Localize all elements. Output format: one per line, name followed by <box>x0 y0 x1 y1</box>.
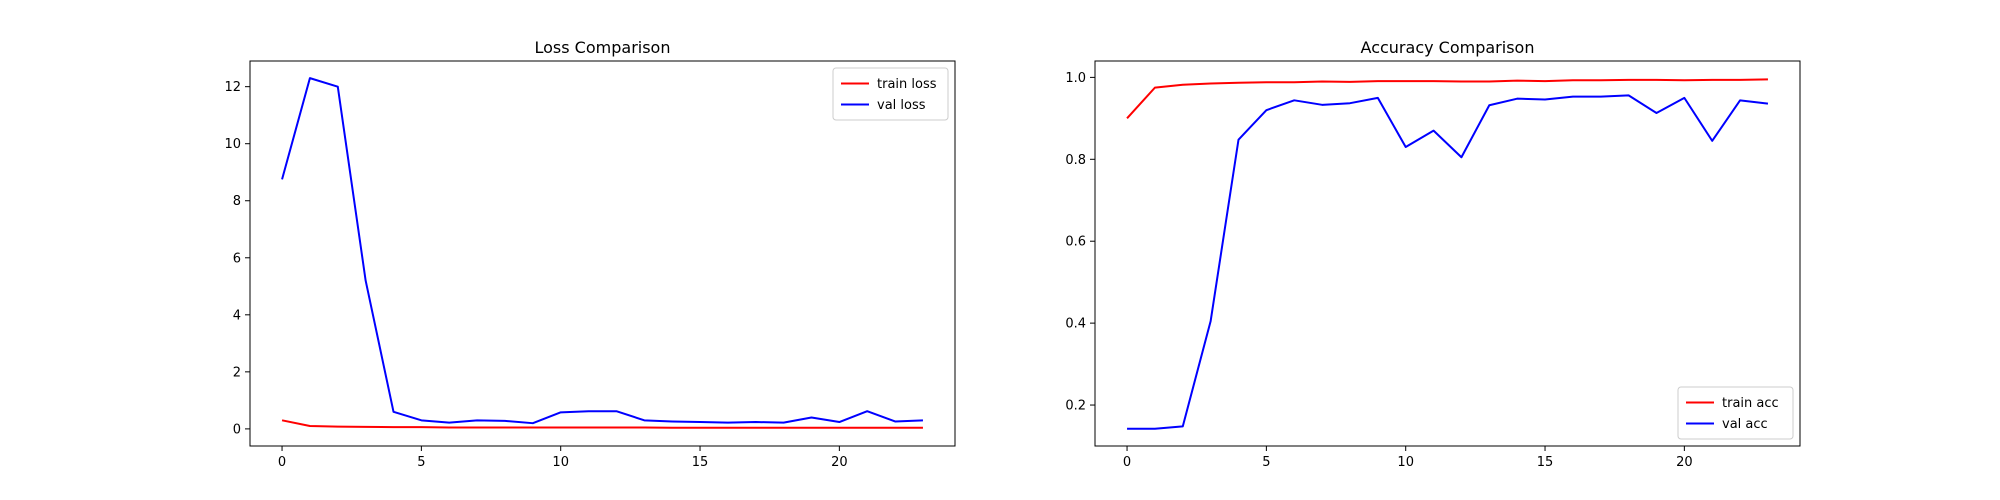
legend-label: train loss <box>877 77 937 92</box>
loss-chart-legend-box <box>832 67 949 121</box>
y-tick-label: 1.0 <box>1065 71 1086 86</box>
loss-chart-axes-frame <box>249 60 956 447</box>
x-tick-label: 15 <box>1537 455 1554 470</box>
y-tick-label: 0.4 <box>1065 317 1086 332</box>
x-tick-label: 10 <box>552 455 569 470</box>
loss-chart-legend: train loss val loss <box>832 67 949 121</box>
y-tick-label: 8 <box>233 194 241 209</box>
y-tick-label: 2 <box>233 365 241 380</box>
y-tick-label: 0.8 <box>1065 153 1086 168</box>
legend-label: train acc <box>1722 396 1779 411</box>
x-tick-label: 20 <box>1676 455 1693 470</box>
x-tick-label: 0 <box>278 455 286 470</box>
x-tick-label: 5 <box>417 455 425 470</box>
accuracy-chart-series-val-acc <box>1127 94 1769 430</box>
y-tick-label: 0.6 <box>1065 235 1086 250</box>
loss-chart: Loss Comparison 0 5 10 15 20 0 2 4 6 8 10 12 train … <box>224 38 956 470</box>
loss-chart-marks: 0 5 10 15 20 0 2 4 6 8 10 12 <box>224 77 923 470</box>
accuracy-chart-legend-box <box>1677 386 1794 440</box>
x-tick-label: 5 <box>1262 455 1270 470</box>
y-tick-label: 0.2 <box>1065 399 1086 414</box>
y-tick-label: 12 <box>224 80 241 95</box>
loss-chart-series-train-loss <box>281 419 923 429</box>
loss-chart-series-val-loss <box>281 77 923 425</box>
accuracy-chart-axes-frame <box>1094 60 1801 447</box>
x-tick-label: 10 <box>1397 455 1414 470</box>
y-tick-label: 6 <box>233 251 241 266</box>
legend-label: val loss <box>877 98 926 113</box>
legend-label: val acc <box>1722 417 1768 432</box>
x-tick-label: 0 <box>1123 455 1131 470</box>
y-tick-label: 4 <box>233 308 241 323</box>
x-tick-label: 15 <box>692 455 709 470</box>
accuracy-chart-marks: 0 5 10 15 20 0.2 0.4 0.6 0.8 1.0 <box>1065 71 1769 470</box>
x-tick-label: 20 <box>831 455 848 470</box>
accuracy-chart-series-train-acc <box>1126 78 1768 120</box>
accuracy-chart-legend: train acc val acc <box>1677 386 1794 440</box>
y-tick-label: 10 <box>224 137 241 152</box>
accuracy-chart-title: Accuracy Comparison <box>1361 38 1535 57</box>
y-tick-label: 0 <box>233 422 241 437</box>
loss-chart-title: Loss Comparison <box>535 38 671 57</box>
accuracy-chart: Accuracy Comparison 0 5 10 15 20 0.2 0.4 0.6 0.8… <box>1065 38 1801 470</box>
